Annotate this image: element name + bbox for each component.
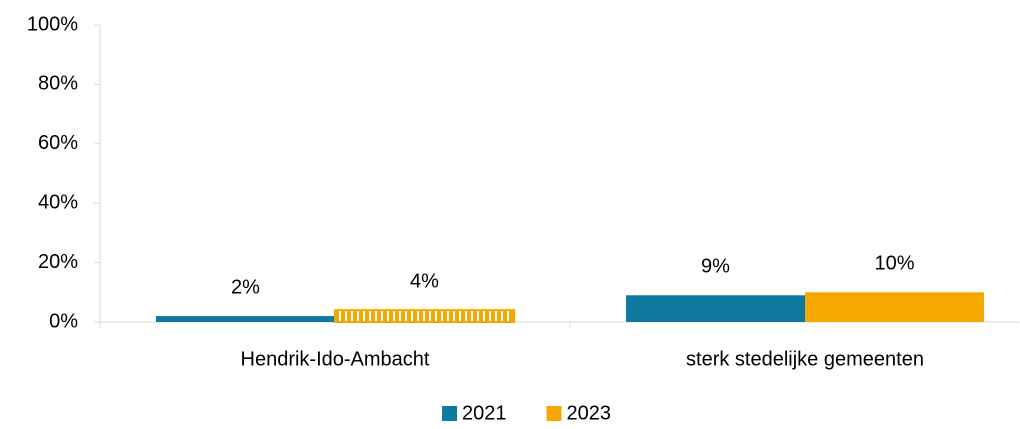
value-label: 4% <box>410 270 439 292</box>
bar <box>334 309 515 323</box>
x-tick-label: sterk stedelijke gemeenten <box>686 348 924 370</box>
legend-label: 2021 <box>462 402 507 424</box>
x-tick-label: Hendrik-Ido-Ambacht <box>241 348 430 370</box>
value-label: 10% <box>874 253 914 275</box>
bar <box>626 295 805 322</box>
bar <box>805 292 984 322</box>
y-tick-label: 80% <box>38 73 78 95</box>
y-tick-label: 40% <box>38 191 78 213</box>
legend-swatch <box>546 406 562 421</box>
legend-label: 2023 <box>567 402 612 424</box>
y-tick-label: 0% <box>49 310 78 332</box>
value-label: 9% <box>701 256 730 278</box>
legend-swatch <box>442 406 457 421</box>
y-tick-label: 60% <box>38 132 78 154</box>
y-tick-label: 20% <box>38 251 78 273</box>
value-label: 2% <box>231 276 260 298</box>
bar <box>156 316 335 322</box>
y-tick-label: 100% <box>27 13 78 35</box>
